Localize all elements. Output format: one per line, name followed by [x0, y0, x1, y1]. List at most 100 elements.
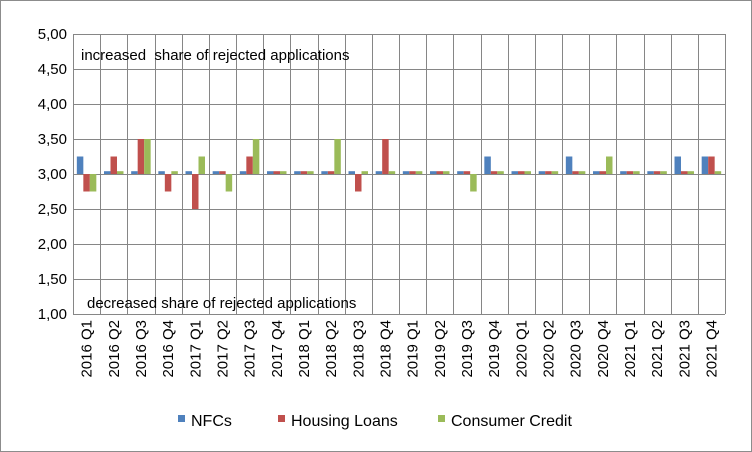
bar — [687, 171, 694, 174]
bar — [647, 171, 654, 174]
bar — [137, 139, 145, 174]
x-tick-label: 2020 Q4 — [595, 320, 612, 378]
bar — [225, 174, 233, 192]
bar — [606, 156, 613, 174]
bar — [76, 156, 84, 174]
x-tick-label: 2018 Q1 — [296, 320, 313, 378]
bar — [660, 171, 667, 174]
y-tick-label: 5,00 — [38, 26, 67, 43]
x-tick-label: 2020 Q3 — [568, 320, 585, 378]
x-tick-label: 2021 Q3 — [676, 320, 693, 378]
bar — [307, 171, 314, 174]
bar — [701, 156, 709, 174]
bar — [565, 156, 573, 174]
bar — [545, 171, 552, 174]
x-tick-label: 2020 Q2 — [540, 320, 557, 378]
x-tick-label: 2016 Q2 — [106, 320, 123, 378]
bar — [633, 171, 640, 174]
x-tick-label: 2016 Q3 — [133, 320, 150, 378]
bar — [484, 156, 491, 174]
x-tick-labels: 2016 Q1 2016 Q2 2016 Q3 2016 Q4 2017 Q1 2017 … — [79, 320, 721, 378]
bar — [198, 156, 205, 174]
bar — [626, 171, 634, 174]
legend-swatch — [178, 415, 185, 422]
bar — [294, 171, 301, 174]
bar — [355, 174, 362, 192]
bar — [219, 171, 226, 174]
legend: NFCs Housing Loans Consumer Credit — [178, 413, 572, 430]
bar — [185, 171, 192, 174]
grid — [73, 34, 726, 315]
bar — [415, 171, 423, 174]
x-tick-label: 2017 Q1 — [187, 320, 204, 378]
x-tick-label: 2018 Q4 — [377, 320, 394, 378]
y-tick-label: 4,50 — [38, 61, 67, 78]
x-tick-label: 2017 Q2 — [214, 320, 231, 378]
y-tick-label: 2,50 — [38, 201, 67, 218]
bar — [300, 171, 308, 174]
bar — [463, 171, 471, 174]
legend-swatch — [278, 415, 285, 422]
y-tick-labels: 1,00 1,50 2,00 2,50 3,00 3,50 4,00 4,50 5,00 — [38, 26, 67, 323]
y-tick-label: 1,50 — [38, 271, 67, 288]
bar — [327, 171, 335, 174]
x-tick-label: 2019 Q1 — [405, 320, 422, 378]
bar — [470, 174, 477, 192]
x-tick-label: 2019 Q4 — [486, 320, 503, 378]
bar — [280, 171, 287, 174]
legend-label: Consumer Credit — [451, 413, 572, 430]
x-tick-label: 2017 Q3 — [242, 320, 259, 378]
bar — [430, 171, 437, 174]
x-tick-label: 2020 Q1 — [513, 320, 530, 378]
bar — [443, 171, 450, 174]
x-tick-label: 2021 Q1 — [622, 320, 639, 378]
x-tick-label: 2019 Q3 — [459, 320, 476, 378]
bar — [490, 171, 498, 174]
bar — [578, 171, 586, 174]
bar — [83, 174, 90, 192]
bar — [158, 171, 165, 174]
bar — [714, 171, 722, 174]
y-tick-label: 4,00 — [38, 96, 67, 113]
x-tick-label: 2021 Q4 — [703, 320, 720, 378]
bar — [117, 171, 124, 174]
bar — [273, 171, 280, 174]
legend-label: Housing Loans — [291, 413, 398, 430]
bar — [361, 171, 368, 174]
bar — [409, 171, 416, 174]
annotation-decreased: decreased share of rejected applications — [87, 295, 356, 312]
bar — [334, 139, 341, 174]
bar — [110, 156, 117, 174]
y-tick-label: 3,00 — [38, 166, 67, 183]
y-tick-label: 3,50 — [38, 131, 67, 148]
legend-swatch — [438, 415, 445, 422]
bar — [375, 171, 383, 174]
bar — [674, 156, 681, 174]
annotation-increased: increased share of rejected applications — [81, 47, 350, 64]
x-tick-label: 2016 Q1 — [79, 320, 96, 378]
bar — [511, 171, 518, 174]
x-tick-label: 2019 Q2 — [432, 320, 449, 378]
bar — [131, 171, 138, 174]
bar — [239, 171, 247, 174]
bar — [518, 171, 525, 174]
bar — [524, 171, 531, 174]
y-tick-label: 1,00 — [38, 306, 67, 323]
bar — [321, 171, 328, 174]
bar — [348, 171, 355, 174]
bar — [164, 174, 172, 192]
bars — [76, 139, 722, 209]
bar — [681, 171, 688, 174]
x-tick-label: 2018 Q3 — [350, 320, 367, 378]
bar — [708, 156, 715, 174]
bar — [382, 139, 389, 174]
bar — [104, 171, 111, 174]
x-tick-label: 2017 Q4 — [269, 320, 286, 378]
bar — [402, 171, 410, 174]
legend-label: NFCs — [191, 413, 232, 430]
bar — [192, 174, 199, 209]
bar — [572, 171, 579, 174]
bar — [267, 171, 274, 174]
